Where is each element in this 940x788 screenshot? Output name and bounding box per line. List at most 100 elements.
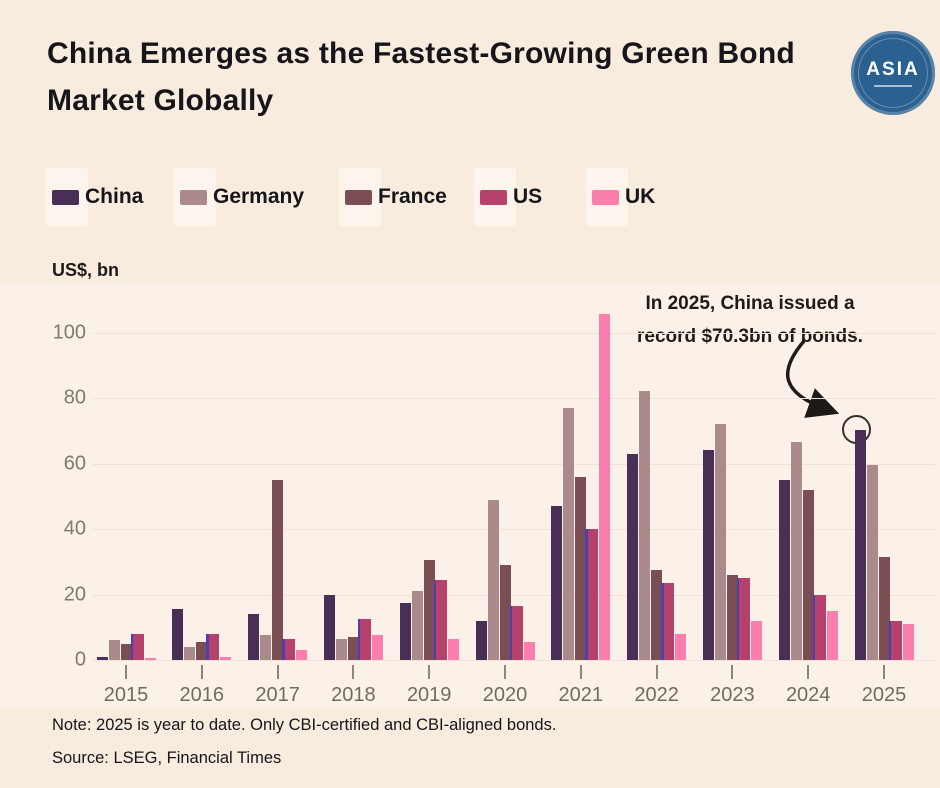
chart-plot-area: In 2025, China issued a record $70.3bn o… [0,283,940,707]
bar-china-2015 [96,656,108,660]
bar-china-2018 [323,594,335,660]
legend-swatch-china [52,189,79,205]
x-tick-label-2019: 2019 [406,684,452,706]
legend-item-china: China [52,168,143,226]
y-tick-label-60: 60 [63,452,86,474]
legend-item-france: France [345,168,447,226]
accent-line-2018 [357,619,361,660]
bar-china-2024 [778,479,790,660]
y-tick-label-100: 100 [52,321,86,343]
bar-france-2015 [120,643,132,660]
bar-us-2016 [206,633,220,660]
bar-france-2023 [726,574,738,660]
bar-germany-2022 [639,391,651,660]
annotation-line-2: record $70.3bn of bonds. [637,326,863,348]
footnote: Note: 2025 is year to date. Only CBI-cer… [52,716,557,734]
bar-us-2017 [282,638,296,660]
annotation-line-1: In 2025, China issued a [645,293,855,314]
legend-swatch-france [345,189,372,205]
legend-label: China [85,185,144,208]
x-tick-2025 [883,665,885,679]
x-tick-label-2020: 2020 [482,684,528,706]
bar-france-2024 [802,489,814,660]
x-tick-label-2025: 2025 [861,684,907,706]
chart-annotation: In 2025, China issued a record $70.3bn o… [560,287,940,354]
bar-uk-2019 [447,638,459,660]
legend-item-uk: UK [592,168,655,226]
legend-label: France [378,185,447,208]
accent-line-2024 [812,594,816,660]
asia-logo-subline [874,85,912,87]
bar-uk-2017 [296,650,308,660]
bar-uk-2018 [371,635,383,660]
gridline-80 [93,398,935,399]
bar-germany-2024 [790,442,802,660]
y-tick-label-80: 80 [63,386,86,409]
bar-germany-2015 [108,640,120,660]
bar-us-2023 [736,578,750,660]
legend-label: Germany [213,185,305,208]
x-tick-2021 [579,665,582,679]
bar-uk-2024 [826,610,838,660]
asia-logo: ASIA [851,31,935,115]
bar-us-2022 [661,583,675,660]
bar-france-2018 [347,637,359,660]
legend-item-us: US [480,168,542,226]
bar-france-2020 [499,565,511,660]
accent-line-2025 [888,620,891,660]
source-line: Source: LSEG, Financial Times [52,749,282,767]
bar-us-2018 [357,619,371,660]
bar-us-2019 [433,579,447,660]
bar-us-2025 [888,620,902,660]
bar-france-2016 [196,641,208,660]
bar-germany-2018 [335,638,347,660]
gridline-40 [93,529,935,530]
x-tick-label-2021: 2021 [558,684,604,706]
accent-line-2017 [282,638,285,660]
gridline-0 [93,660,935,661]
bar-us-2024 [812,594,826,660]
curved-arrow-icon [785,339,840,418]
bar-uk-2023 [750,620,762,660]
accent-line-2016 [206,633,209,660]
bar-china-2020 [475,620,487,660]
x-tick-label-2023: 2023 [710,684,755,706]
y-axis-unit-label: US$, bn [52,260,120,280]
x-tick-2019 [428,665,431,679]
bar-uk-2022 [675,633,687,660]
x-tick-label-2022: 2022 [634,684,679,706]
legend-label: UK [625,185,656,208]
accent-line-2020 [509,605,512,660]
bar-china-2023 [702,450,714,660]
bar-china-2016 [172,609,184,660]
bar-france-2017 [272,479,284,660]
bar-france-2025 [878,556,890,660]
accent-line-2015 [130,633,133,660]
bar-france-2022 [651,569,663,660]
accent-line-2023 [736,578,740,660]
x-tick-2015 [125,665,127,679]
gridline-100 [93,332,935,334]
bar-germany-2017 [260,635,272,660]
x-tick-label-2024: 2024 [785,684,831,706]
asia-logo-text: ASIA [866,59,920,80]
bar-uk-2025 [902,623,914,660]
bar-china-2021 [551,506,563,660]
x-tick-label-2017: 2017 [255,684,300,706]
accent-line-2022 [661,583,664,660]
legend-swatch-uk [592,189,619,205]
bar-germany-2016 [184,646,196,660]
x-tick-2016 [200,665,203,679]
bar-uk-2016 [220,656,232,660]
y-tick-label-20: 20 [63,583,86,605]
gridline-60 [93,463,935,465]
bar-china-2019 [399,602,411,660]
x-tick-2018 [352,665,355,679]
bar-germany-2023 [714,424,726,660]
legend-swatch-germany [180,189,207,205]
x-tick-2020 [504,665,506,679]
bar-china-2022 [627,453,639,660]
legend-swatch-us [480,189,507,205]
bar-us-2015 [130,633,144,660]
y-tick-label-0: 0 [74,648,86,671]
